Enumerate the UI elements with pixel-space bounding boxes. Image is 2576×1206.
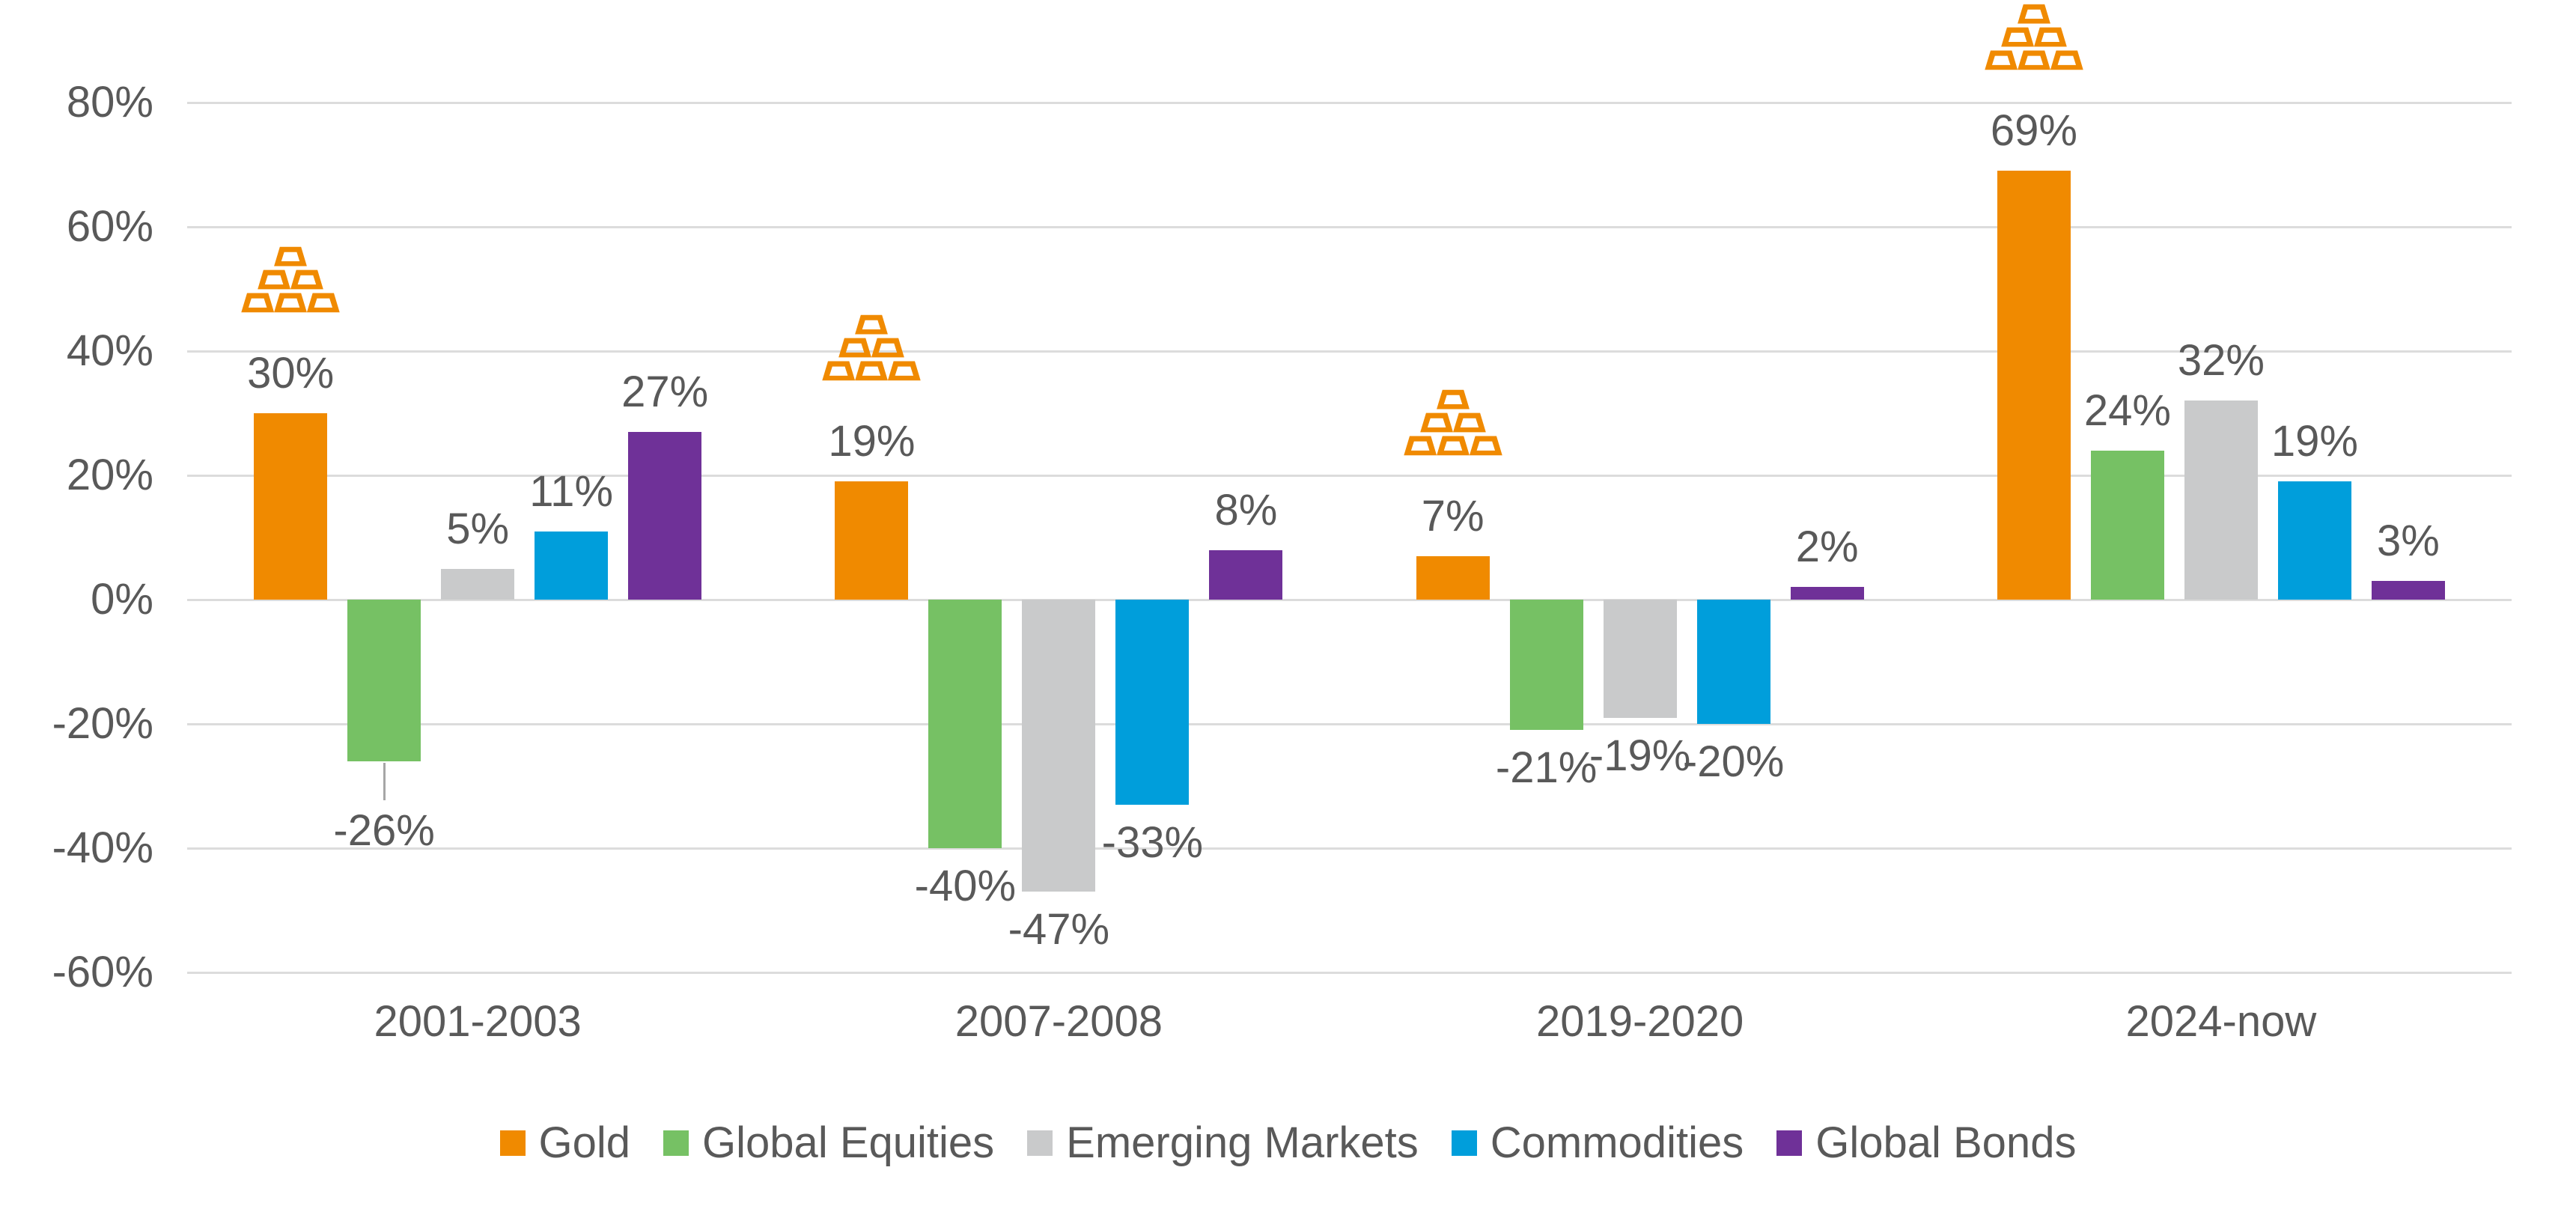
y-tick-label--40: -40% xyxy=(52,823,153,872)
gridline-80 xyxy=(187,102,2512,104)
legend-item-gold: Gold xyxy=(499,1117,631,1169)
data-label-global-equities-2007-2008: -40% xyxy=(914,862,1017,910)
gold-ingots-icon-holder xyxy=(1984,2,2084,72)
gold-ingots-icon-holder xyxy=(821,313,922,383)
x-axis-label-2019-2020: 2019-2020 xyxy=(1535,997,1744,1046)
legend-item-global-bonds: Global Bonds xyxy=(1776,1117,2076,1169)
bar-gold-2019-2020 xyxy=(1416,555,1490,600)
y-tick-label--60: -60% xyxy=(52,948,153,996)
y-tick-label-40: 40% xyxy=(66,326,153,375)
label-leader-line xyxy=(383,762,386,800)
legend-item-commodities: Commodities xyxy=(1451,1117,1744,1169)
bar-global-equities-2007-2008 xyxy=(928,600,1002,848)
gold-ingots-icon-holder xyxy=(1403,388,1503,457)
data-label-gold-2007-2008: 19% xyxy=(828,417,916,466)
data-label-commodities-2007-2008: -33% xyxy=(1101,817,1204,867)
bar-commodities-2024-now xyxy=(2277,481,2351,600)
bar-global-equities-2001-2003 xyxy=(347,600,421,761)
bar-emerging-markets-2007-2008 xyxy=(1022,600,1096,892)
gold-ingots-icon xyxy=(241,246,340,313)
y-tick-label-60: 60% xyxy=(66,202,153,251)
y-tick-label-80: 80% xyxy=(66,78,153,127)
data-label-global-bonds-2007-2008: 8% xyxy=(1214,485,1278,535)
data-label-emerging-markets-2019-2020: -19% xyxy=(1589,731,1691,780)
y-tick-label-0: 0% xyxy=(91,575,153,624)
x-axis-label-2001-2003: 2001-2003 xyxy=(374,997,582,1046)
gridline-0 xyxy=(187,599,2512,601)
data-label-commodities-2024-now: 19% xyxy=(2271,417,2358,466)
data-label-commodities-2019-2020: -20% xyxy=(1682,737,1785,786)
legend-swatch-global-bonds xyxy=(1776,1130,1803,1156)
bar-commodities-2001-2003 xyxy=(535,531,609,600)
legend-swatch-gold xyxy=(499,1130,526,1156)
data-label-emerging-markets-2001-2003: 5% xyxy=(446,504,510,553)
legend-swatch-emerging-markets xyxy=(1027,1130,1053,1156)
x-axis-label-2024-now: 2024-now xyxy=(2125,997,2317,1046)
legend-label-global-equities: Global Equities xyxy=(702,1118,995,1167)
bar-global-bonds-2024-now xyxy=(2371,581,2445,600)
data-label-gold-2001-2003: 30% xyxy=(247,349,335,398)
bar-global-equities-2019-2020 xyxy=(1509,600,1583,731)
legend-swatch-commodities xyxy=(1451,1130,1477,1156)
gold-ingots-icon xyxy=(822,314,922,381)
gridline-40 xyxy=(187,350,2512,353)
bar-emerging-markets-2024-now xyxy=(2184,401,2258,600)
y-tick-label--20: -20% xyxy=(52,699,153,748)
gridline--60 xyxy=(187,972,2512,974)
legend-label-global-bonds: Global Bonds xyxy=(1815,1118,2077,1167)
bar-gold-2024-now xyxy=(1997,171,2071,600)
gold-ingots-icon xyxy=(1403,389,1502,456)
data-label-emerging-markets-2007-2008: -47% xyxy=(1008,905,1110,954)
data-label-global-equities-2019-2020: -21% xyxy=(1495,743,1598,793)
bar-commodities-2007-2008 xyxy=(1115,600,1190,805)
gridline--20 xyxy=(187,723,2512,725)
data-label-global-bonds-2019-2020: 2% xyxy=(1795,523,1859,572)
data-label-global-equities-2001-2003: -26% xyxy=(333,805,435,855)
legend-swatch-global-equities xyxy=(663,1130,689,1156)
gridline-60 xyxy=(187,226,2512,228)
data-label-global-equities-2024-now: 24% xyxy=(2083,386,2171,435)
legend-label-commodities: Commodities xyxy=(1490,1118,1744,1167)
legend-item-emerging-markets: Emerging Markets xyxy=(1027,1117,1419,1169)
data-label-emerging-markets-2024-now: 32% xyxy=(2177,336,2265,386)
data-label-global-bonds-2001-2003: 27% xyxy=(621,367,709,416)
bar-global-bonds-2001-2003 xyxy=(628,431,702,600)
gridline-20 xyxy=(187,475,2512,477)
legend-label-gold: Gold xyxy=(538,1118,631,1167)
bar-global-equities-2024-now xyxy=(2090,450,2164,600)
bar-emerging-markets-2001-2003 xyxy=(441,568,515,600)
data-label-global-bonds-2024-now: 3% xyxy=(2376,517,2440,566)
bar-gold-2007-2008 xyxy=(835,481,909,600)
bar-global-bonds-2007-2008 xyxy=(1209,549,1283,600)
chart-legend: Gold Global Equities Emerging Markets Co… xyxy=(0,1117,2576,1169)
gold-ingots-icon xyxy=(1985,4,2083,70)
bar-emerging-markets-2019-2020 xyxy=(1603,600,1677,718)
legend-item-global-equities: Global Equities xyxy=(663,1117,994,1169)
data-label-gold-2019-2020: 7% xyxy=(1421,491,1485,540)
data-label-gold-2024-now: 69% xyxy=(1990,106,2077,156)
gridline--40 xyxy=(187,847,2512,850)
bar-commodities-2019-2020 xyxy=(1696,600,1770,724)
bar-global-bonds-2019-2020 xyxy=(1790,587,1864,600)
bar-gold-2001-2003 xyxy=(254,413,328,600)
y-tick-label-20: 20% xyxy=(66,451,153,499)
legend-label-emerging-markets: Emerging Markets xyxy=(1066,1118,1419,1167)
data-label-commodities-2001-2003: 11% xyxy=(529,466,614,516)
x-axis-label-2007-2008: 2007-2008 xyxy=(954,997,1163,1046)
gold-ingots-icon-holder xyxy=(240,245,341,314)
